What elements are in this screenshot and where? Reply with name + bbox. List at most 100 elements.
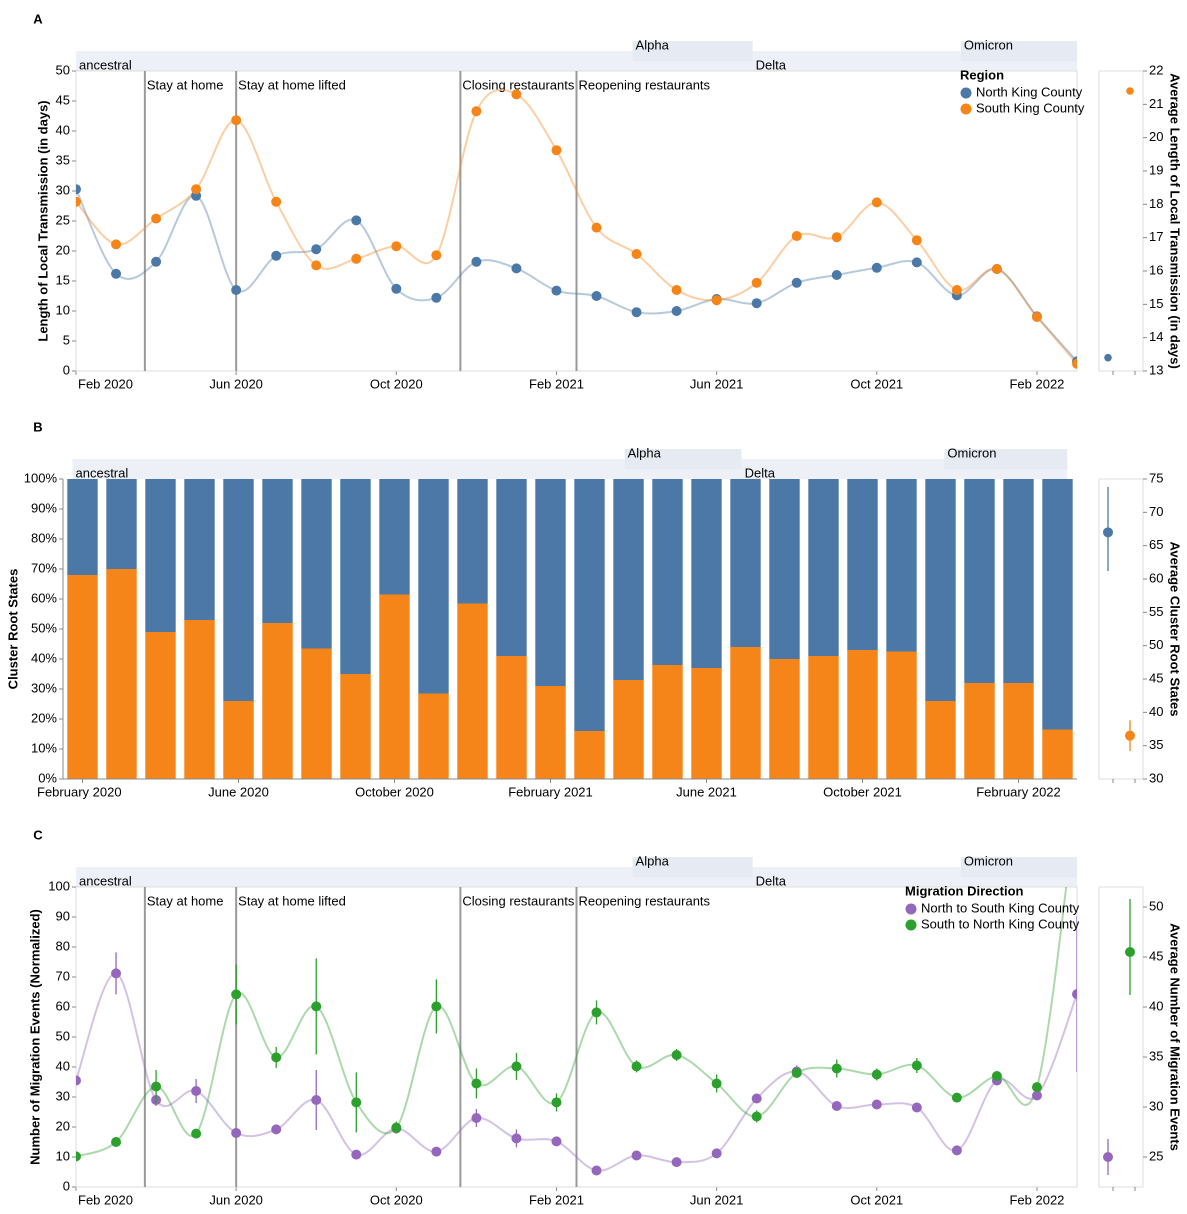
point [111, 239, 122, 250]
point [711, 1078, 722, 1089]
point [351, 253, 362, 264]
bar-segment [457, 603, 488, 779]
bar-segment [223, 701, 254, 779]
y-tick-label: 45 [56, 92, 70, 107]
y-tick-label: 25 [56, 212, 70, 227]
legend-swatch [960, 87, 972, 99]
point [1031, 1090, 1042, 1101]
bar-segment [1003, 683, 1034, 779]
point [911, 1060, 922, 1071]
bar-segment [223, 479, 254, 701]
x-tick-label: Feb 2022 [1009, 376, 1064, 391]
legend-label: North King County [976, 84, 1083, 99]
variant-label: Alpha [636, 853, 670, 868]
x-tick-label: June 2021 [676, 784, 737, 799]
point [751, 298, 762, 309]
legend-swatch [905, 919, 917, 931]
bar-segment [67, 479, 98, 575]
bar-segment [379, 594, 410, 779]
point [231, 1128, 242, 1138]
y-tick-label: 19 [1149, 162, 1163, 177]
point [1126, 87, 1134, 95]
panel-letter: A [33, 11, 43, 26]
legend-swatch [905, 903, 917, 915]
point [351, 215, 362, 226]
y-tick-label: 50 [56, 62, 70, 77]
point [711, 1148, 722, 1159]
point [591, 1165, 602, 1176]
y-tick-label: 22 [1149, 62, 1163, 77]
point [871, 1099, 882, 1110]
point [271, 250, 282, 261]
point [151, 1081, 162, 1092]
variant-label: ancestral [79, 57, 132, 72]
point [1031, 312, 1042, 322]
bar-segment [808, 479, 839, 656]
variant-band [76, 867, 753, 887]
y-tick-label: 30 [1149, 1098, 1163, 1113]
x-tick-label: Jun 2021 [690, 1192, 744, 1207]
event-label: Stay at home lifted [238, 893, 346, 908]
panel-letter: C [33, 827, 43, 842]
point [631, 307, 642, 318]
bar-segment [730, 647, 761, 779]
point [831, 270, 842, 280]
x-tick-label: Feb 2021 [529, 1192, 584, 1207]
point [191, 184, 202, 195]
x-tick-label: Feb 2021 [529, 376, 584, 391]
y-tick-label: 75 [1149, 470, 1163, 485]
bar-segment [67, 575, 98, 779]
y-tick-label: 90 [56, 908, 70, 923]
bar-segment [340, 479, 371, 674]
bar-segment [1003, 479, 1034, 683]
y-tick-label: 90% [31, 500, 57, 515]
bar-segment [574, 479, 605, 731]
point [871, 262, 882, 273]
side-frame [1098, 70, 1144, 372]
bar-segment [964, 479, 995, 683]
bar-segment [262, 623, 293, 779]
x-tick-label: Feb 2022 [1009, 1192, 1064, 1207]
y-tick-label: 70% [31, 560, 57, 575]
bar-segment [730, 479, 761, 647]
point [591, 291, 602, 301]
event-label: Reopening restaurants [579, 893, 711, 908]
point [76, 196, 81, 207]
bar-segment [652, 479, 683, 665]
point [1072, 989, 1077, 1000]
variant-label: Delta [756, 873, 787, 888]
y-tick-label: 45 [1149, 670, 1163, 685]
y-tick-label: 50% [31, 620, 57, 635]
x-tick-label: October 2020 [355, 784, 434, 799]
point [471, 106, 482, 117]
bar-segment [1042, 479, 1073, 730]
point [191, 1128, 202, 1139]
y-tick-label: 30 [1149, 770, 1163, 785]
y-tick-label: 13 [1149, 362, 1163, 377]
y-tick-label: 40 [56, 1058, 70, 1073]
point [831, 1101, 842, 1111]
y-tick-label: 15 [1149, 296, 1163, 311]
bar-segment [457, 479, 488, 604]
point [151, 256, 162, 267]
bar-segment [301, 479, 332, 649]
y-tick-label: 65 [1149, 537, 1163, 552]
x-tick-label: Oct 2020 [370, 376, 423, 391]
bar-segment [691, 668, 722, 779]
bar-segment [613, 680, 644, 779]
y-tick-label: 0 [63, 362, 70, 377]
point [111, 968, 122, 979]
bar-segment [847, 479, 878, 650]
bar-segment [964, 683, 995, 779]
point [831, 1063, 842, 1074]
point [431, 250, 442, 261]
point [351, 1097, 362, 1108]
y-axis-title: Average Length of Local Transmission (in… [1168, 73, 1183, 369]
point [671, 1050, 682, 1060]
y-tick-label: 20 [1149, 129, 1163, 144]
point [831, 232, 842, 243]
y-tick-label: 35 [1149, 737, 1163, 752]
point [751, 277, 762, 288]
variant-band [632, 857, 753, 877]
y-tick-label: 40 [56, 122, 70, 137]
